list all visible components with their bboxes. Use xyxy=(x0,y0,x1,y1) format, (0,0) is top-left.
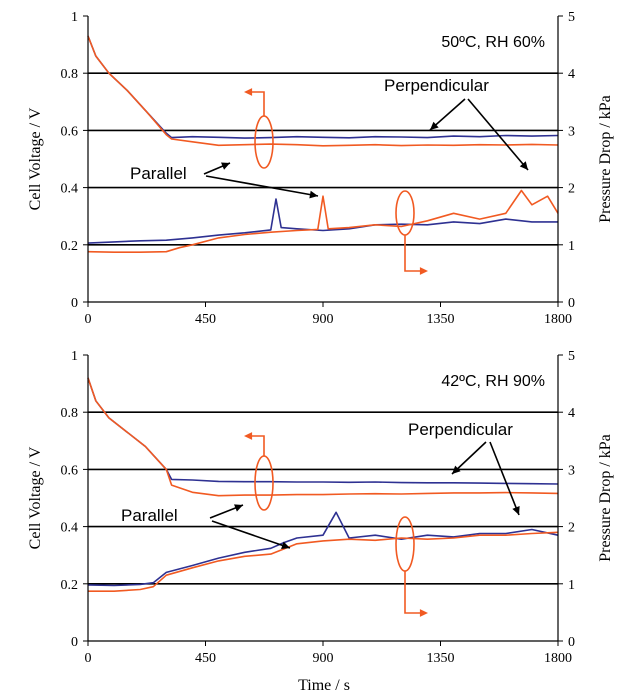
y-tick-label: 0 xyxy=(71,635,78,650)
y-tick-label: 0 xyxy=(71,296,78,311)
series-line-parallel-right xyxy=(88,531,559,593)
series-line-perpendicular-right xyxy=(87,198,558,244)
pressure-axis-arrow-head xyxy=(419,267,428,275)
parallel-arrow-2-shaft xyxy=(211,520,291,549)
perpendicular-arrow-2-head xyxy=(519,161,528,170)
x-tick-label: 1350 xyxy=(427,312,455,327)
y-axis-label: Cell Voltage / V xyxy=(27,446,44,549)
y-tick-label: 0.4 xyxy=(61,182,79,197)
y2-axis-label: Pressure Drop / kPa xyxy=(597,95,614,223)
parallel-arrow-2-head xyxy=(309,190,318,199)
y2-tick-label: 4 xyxy=(568,406,575,421)
voltage-ellipse xyxy=(254,455,274,511)
perpendicular-arrow-1-head xyxy=(452,465,461,474)
x-axis-label: Time / s xyxy=(298,677,350,694)
series-line-parallel-left xyxy=(87,35,559,147)
annotation-perpendicular: Perpendicular xyxy=(408,420,513,439)
x-tick-label: 1800 xyxy=(544,312,572,327)
y-tick-label: 1 xyxy=(71,349,78,364)
pressure-ellipse xyxy=(395,516,415,572)
voltage-axis-arrow-head xyxy=(244,88,253,96)
y2-tick-label: 4 xyxy=(568,67,575,82)
x-tick-label: 900 xyxy=(313,312,334,327)
y2-tick-label: 0 xyxy=(568,635,575,650)
perpendicular-arrow-2-head xyxy=(512,506,520,515)
y2-tick-label: 1 xyxy=(568,578,575,593)
x-tick-label: 0 xyxy=(85,651,92,666)
pressure-ellipse xyxy=(395,190,415,236)
x-tick-label: 900 xyxy=(313,651,334,666)
parallel-arrow-2-head xyxy=(281,541,290,550)
y-tick-label: 0.6 xyxy=(61,124,79,139)
y-tick-label: 0.6 xyxy=(61,463,79,478)
parallel-arrow-2-shaft xyxy=(205,175,319,197)
parallel-arrow-1-head xyxy=(221,162,230,170)
voltage-ellipse xyxy=(254,115,274,169)
pressure-axis-arrow-head xyxy=(419,609,428,617)
y-tick-label: 0.2 xyxy=(61,239,79,254)
y2-tick-label: 1 xyxy=(568,239,575,254)
y2-tick-label: 5 xyxy=(568,349,575,364)
x-tick-label: 0 xyxy=(85,312,92,327)
perpendicular-arrow-2-shaft xyxy=(489,441,520,516)
x-tick-label: 1350 xyxy=(427,651,455,666)
perpendicular-arrow-1-head xyxy=(430,121,439,130)
y-tick-label: 0.4 xyxy=(61,521,79,536)
series-line-parallel-right xyxy=(87,189,559,253)
pressure-axis-arrow-shaft xyxy=(404,571,420,614)
y-tick-label: 1 xyxy=(71,10,78,25)
annotation-parallel: Parallel xyxy=(121,506,178,525)
y2-tick-label: 3 xyxy=(568,463,575,478)
annotation-parallel: Parallel xyxy=(130,164,187,183)
annotation-perpendicular: Perpendicular xyxy=(384,76,489,95)
condition-label: 50ºC, RH 60% xyxy=(441,34,545,51)
pressure-axis-arrow-shaft xyxy=(404,235,420,272)
voltage-axis-arrow-shaft xyxy=(252,435,265,456)
y-tick-label: 0.8 xyxy=(61,67,79,82)
y2-tick-label: 2 xyxy=(568,182,575,197)
y2-tick-label: 5 xyxy=(568,10,575,25)
y2-tick-label: 2 xyxy=(568,521,575,536)
voltage-axis-arrow-head xyxy=(244,432,253,440)
y-tick-label: 0.8 xyxy=(61,406,79,421)
series-line-parallel-left xyxy=(87,377,559,497)
y-axis-label: Cell Voltage / V xyxy=(27,107,44,210)
voltage-axis-arrow-shaft xyxy=(252,91,265,116)
y2-tick-label: 3 xyxy=(568,124,575,139)
condition-label: 42ºC, RH 90% xyxy=(441,373,545,390)
x-tick-label: 1800 xyxy=(544,651,572,666)
y2-tick-label: 0 xyxy=(568,296,575,311)
parallel-arrow-1-head xyxy=(234,504,243,512)
x-tick-label: 450 xyxy=(195,312,216,327)
perpendicular-arrow-2-shaft xyxy=(467,98,529,171)
y2-axis-label: Pressure Drop / kPa xyxy=(597,434,614,562)
x-tick-label: 450 xyxy=(195,651,216,666)
series-line-perpendicular-right xyxy=(87,511,559,587)
y-tick-label: 0.2 xyxy=(61,578,79,593)
